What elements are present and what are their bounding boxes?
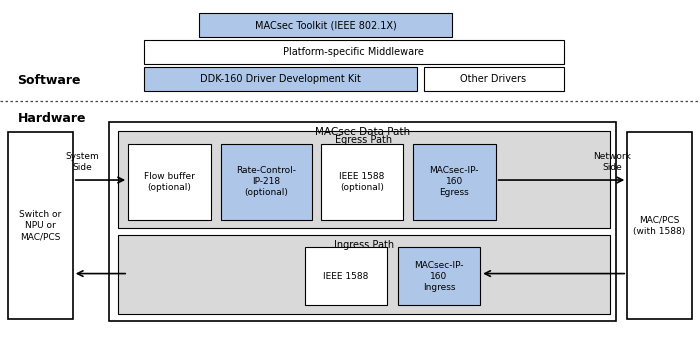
- Text: MACsec Data Path: MACsec Data Path: [315, 127, 410, 137]
- Text: Rate-Control-
IP-218
(optional): Rate-Control- IP-218 (optional): [236, 166, 296, 197]
- Text: Egress Path: Egress Path: [335, 136, 393, 145]
- Text: Network
Side: Network Side: [594, 152, 631, 172]
- Bar: [144, 40, 564, 64]
- Bar: [321, 144, 403, 220]
- Bar: [424, 67, 564, 91]
- Text: IEEE 1588: IEEE 1588: [323, 272, 368, 281]
- Text: DDK-160 Driver Development Kit: DDK-160 Driver Development Kit: [199, 74, 360, 84]
- Text: Ingress Path: Ingress Path: [334, 240, 394, 250]
- Text: Hardware: Hardware: [18, 112, 86, 125]
- Bar: [220, 144, 312, 220]
- Bar: [627, 132, 692, 319]
- Text: Other Drivers: Other Drivers: [461, 74, 526, 84]
- Bar: [398, 247, 480, 305]
- Bar: [118, 131, 610, 228]
- Text: Switch or
NPU or
MAC/PCS: Switch or NPU or MAC/PCS: [20, 210, 62, 241]
- Text: Flow buffer
(optional): Flow buffer (optional): [144, 172, 195, 192]
- Text: Software: Software: [18, 74, 81, 86]
- Bar: [304, 247, 387, 305]
- Bar: [144, 67, 416, 91]
- Text: Platform-specific Middleware: Platform-specific Middleware: [283, 47, 424, 57]
- Bar: [8, 132, 73, 319]
- Text: IEEE 1588
(optional): IEEE 1588 (optional): [340, 172, 384, 192]
- Text: MACsec-IP-
160
Ingress: MACsec-IP- 160 Ingress: [414, 261, 463, 292]
- Text: MACsec-IP-
160
Egress: MACsec-IP- 160 Egress: [430, 166, 479, 197]
- Bar: [413, 144, 496, 220]
- Bar: [108, 122, 616, 321]
- Text: System
Side: System Side: [66, 152, 99, 172]
- Text: MAC/PCS
(with 1588): MAC/PCS (with 1588): [634, 216, 685, 236]
- Bar: [128, 144, 211, 220]
- Bar: [118, 235, 610, 314]
- Text: MACsec Toolkit (IEEE 802.1X): MACsec Toolkit (IEEE 802.1X): [255, 20, 396, 30]
- Bar: [199, 13, 452, 37]
